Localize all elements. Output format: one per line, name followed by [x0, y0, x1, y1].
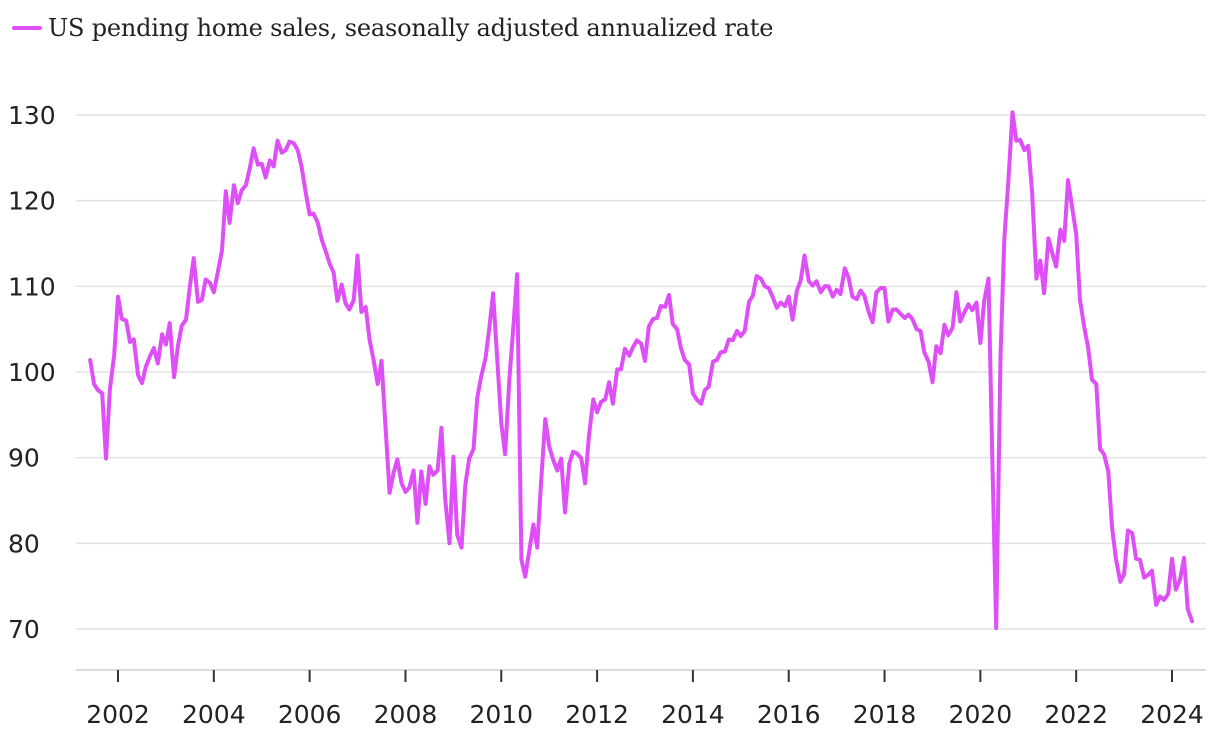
series-layer [88, 110, 1195, 631]
x-tick-label-2020: 2020 [949, 700, 1013, 729]
x-tick-label-2004: 2004 [182, 700, 246, 729]
x-tick-label-2002: 2002 [86, 700, 150, 729]
legend-label: US pending home sales, seasonally adjust… [48, 14, 774, 42]
series-line-0 [88, 110, 1195, 631]
y-axis-labels: 70 80 90 100 110 120 130 [8, 101, 56, 644]
y-tick-label-120: 120 [8, 187, 56, 216]
x-tick-label-2014: 2014 [661, 700, 725, 729]
x-tick-label-2024: 2024 [1140, 700, 1204, 729]
x-tick-label-2012: 2012 [565, 700, 629, 729]
x-axis: 2002 2004 2006 2008 2010 2012 2014 2016 2018 2020… [76, 669, 1206, 729]
chart-legend: US pending home sales, seasonally adjust… [12, 14, 773, 42]
x-tick-label-2022: 2022 [1044, 700, 1108, 729]
y-tick-label-110: 110 [8, 272, 56, 301]
y-tick-label-100: 100 [8, 358, 56, 387]
grid-layer [76, 114, 1206, 630]
y-tick-label-90: 90 [8, 444, 40, 473]
x-tick-label-2016: 2016 [757, 700, 821, 729]
y-tick-label-80: 80 [8, 529, 40, 558]
x-tick-label-2010: 2010 [469, 700, 533, 729]
y-tick-label-70: 70 [8, 615, 40, 644]
x-tick-label-2018: 2018 [853, 700, 917, 729]
x-tick-label-2008: 2008 [374, 700, 438, 729]
legend-swatch [12, 26, 42, 30]
x-tick-label-2006: 2006 [278, 700, 342, 729]
y-tick-label-130: 130 [8, 101, 56, 130]
